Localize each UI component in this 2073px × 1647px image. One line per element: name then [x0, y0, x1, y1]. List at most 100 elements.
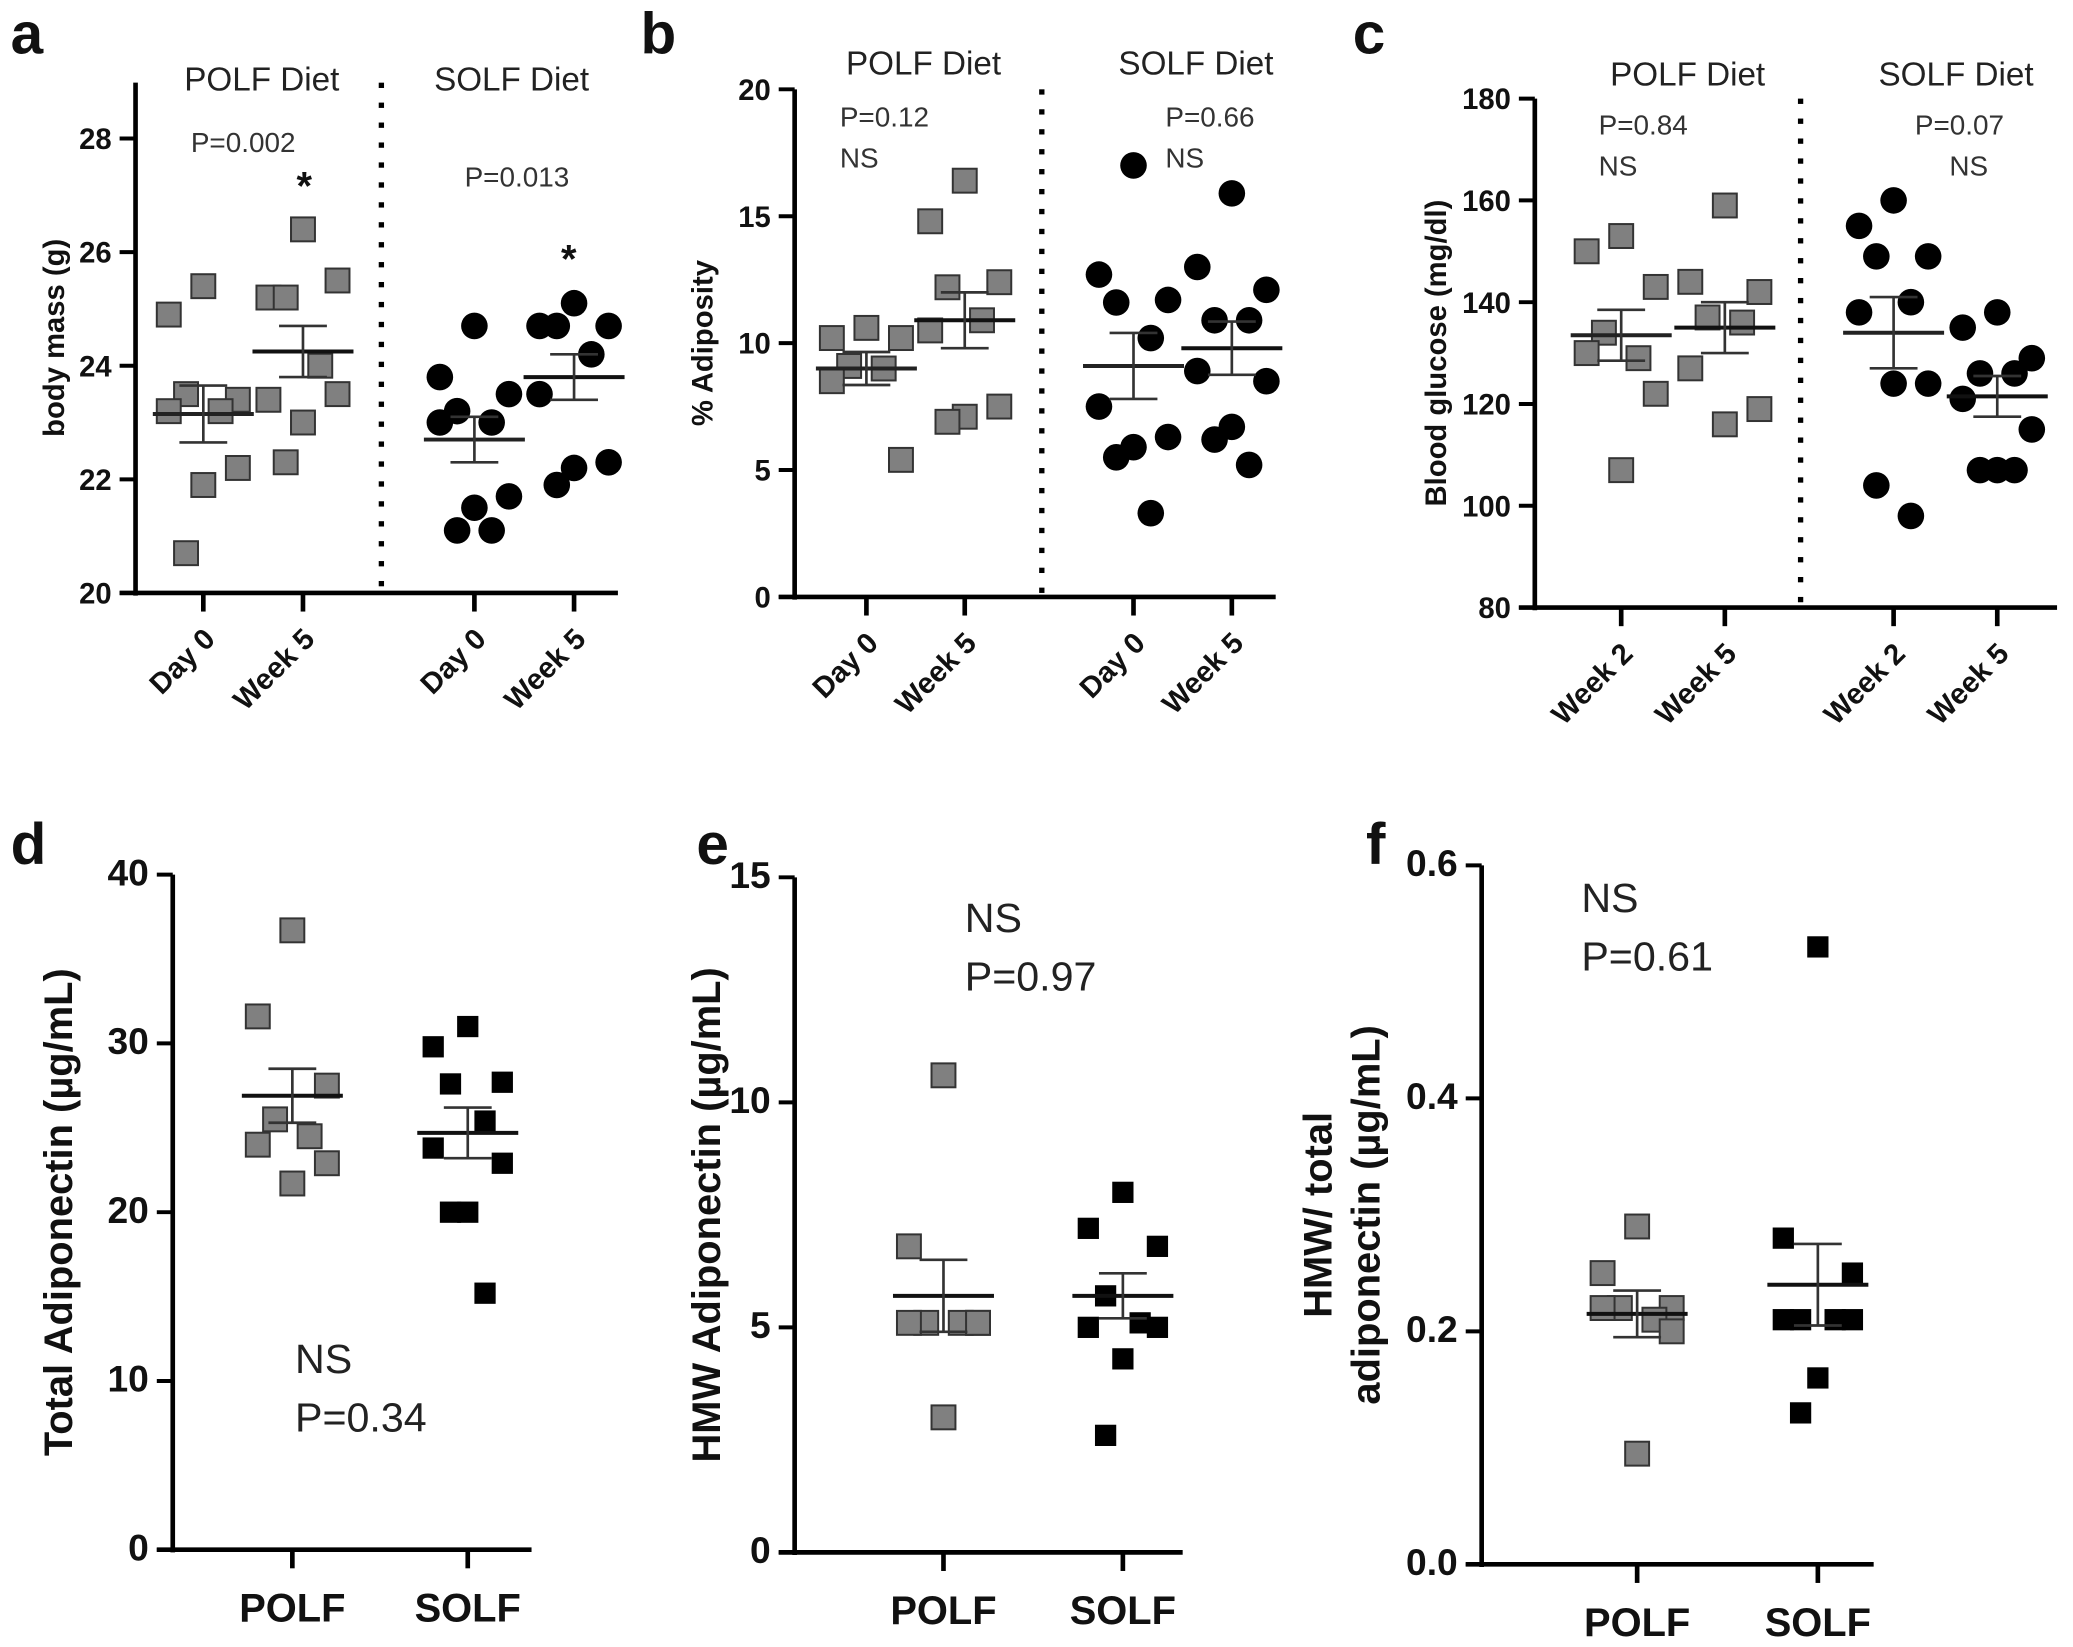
data-point — [1845, 299, 1873, 326]
series-solf-week-5 — [523, 289, 625, 499]
data-point — [1253, 276, 1280, 304]
group-header: POLF Diet — [184, 62, 339, 99]
group-divider-dot — [378, 381, 385, 387]
data-point — [244, 1131, 271, 1158]
data-point — [951, 167, 978, 194]
data-point — [1608, 223, 1635, 249]
data-point — [818, 368, 845, 395]
group-divider-dot — [378, 441, 385, 447]
data-point — [313, 1150, 340, 1177]
data-point — [2018, 344, 2046, 372]
group-divider-dot — [378, 122, 385, 128]
data-point — [461, 312, 488, 340]
group-divider-dot — [1039, 89, 1045, 95]
data-point — [888, 446, 914, 473]
group-divider-dot — [378, 541, 385, 547]
group-divider-dot — [1039, 507, 1045, 514]
y-tick-label: 160 — [1462, 186, 1511, 218]
group-divider-dot — [378, 82, 385, 88]
group-divider-dot — [378, 321, 385, 328]
data-point — [1624, 1440, 1651, 1467]
data-point — [1589, 1260, 1616, 1287]
data-point — [1897, 502, 1925, 530]
group-divider-dot — [1039, 169, 1045, 175]
data-point — [1625, 345, 1652, 372]
y-axis-label: Total Adiponectin (µg/mL) — [37, 968, 81, 1456]
group-divider-dot — [378, 262, 385, 268]
y-tick-label: 5 — [750, 1304, 771, 1346]
panel-f: f 0.0 0.2 0.4 0.6 HMW/ total adiponectin (µg/m… — [1297, 812, 1874, 1645]
panel-a: a 20 22 24 26 28 body mass (g) POLF Diet SOLF Di… — [11, 1, 625, 717]
y-tick-label: 0 — [128, 1526, 149, 1568]
data-point — [1218, 180, 1246, 207]
group-divider-dot — [1797, 258, 1804, 264]
x-tick-label: Week 2 — [1546, 638, 1639, 731]
group-divider-dot — [1039, 448, 1045, 454]
data-point — [1863, 243, 1890, 270]
data-point — [422, 1036, 444, 1058]
panel-letter: f — [1366, 812, 1386, 877]
y-tick-label: 120 — [1462, 390, 1511, 422]
data-point — [272, 284, 299, 311]
group-divider-dot — [1039, 288, 1045, 294]
data-point — [290, 216, 316, 243]
group-divider-dot — [1797, 317, 1804, 324]
data-point — [457, 1015, 479, 1038]
series-polf-day-0 — [152, 273, 254, 567]
group-divider-dot — [378, 281, 385, 288]
y-tick-label: 30 — [107, 1020, 148, 1062]
series-polf-day-0 — [815, 314, 917, 473]
data-point — [1112, 1348, 1134, 1370]
x-tick-label: Day 0 — [144, 623, 222, 701]
data-point — [307, 352, 334, 379]
group-divider-dot — [1039, 527, 1045, 534]
y-tick-label: 15 — [738, 202, 771, 234]
data-point — [173, 540, 199, 567]
data-point — [272, 449, 299, 476]
data-point — [1746, 279, 1773, 305]
x-tick-label: Week 5 — [1157, 627, 1250, 720]
group-divider-dot — [1039, 368, 1045, 374]
series-solf-day-0 — [423, 312, 525, 544]
group-divider-dot — [1797, 337, 1804, 344]
data-point — [443, 517, 471, 544]
annotation: NS — [1599, 151, 1638, 182]
data-point — [457, 1201, 479, 1223]
group-divider-dot — [1797, 596, 1804, 603]
x-tick-label: Week 2 — [1818, 638, 1911, 731]
data-point — [224, 455, 251, 481]
x-tick-label: POLF — [890, 1589, 996, 1633]
group-divider-dot — [1797, 477, 1804, 483]
group-divider-dot — [378, 421, 385, 427]
group-divider-dot — [1797, 218, 1804, 224]
y-tick-label: 20 — [107, 1189, 148, 1231]
data-point — [1841, 1262, 1864, 1284]
data-point — [426, 409, 454, 436]
panel-c: c 80 100 120 140 160 180 Blood glucose (mg/dl) P… — [1353, 1, 2058, 731]
data-point — [279, 1170, 306, 1197]
data-point — [1590, 319, 1617, 346]
data-point — [279, 917, 306, 944]
data-point — [190, 472, 217, 498]
series-polf — [241, 917, 343, 1197]
group-divider-dot — [1039, 428, 1045, 434]
series-solf — [417, 1015, 519, 1304]
y-axis-label: body mass (g) — [39, 239, 71, 437]
group-divider-dot — [1039, 308, 1045, 314]
data-point — [2001, 456, 2028, 484]
annotation: P=0.013 — [465, 161, 570, 192]
x-tick-label: SOLF — [1070, 1589, 1176, 1633]
y-tick-label: 80 — [1478, 593, 1511, 625]
group-divider-dot — [378, 521, 385, 527]
group-header: SOLF Diet — [1879, 56, 2034, 93]
group-divider-dot — [378, 142, 385, 148]
group-divider-dot — [1797, 278, 1804, 284]
series-polf — [892, 1062, 994, 1431]
y-tick-label: 0.2 — [1406, 1308, 1458, 1350]
annotation: P=0.34 — [295, 1394, 427, 1440]
data-point — [474, 1110, 496, 1132]
series-polf-week-5 — [252, 216, 354, 476]
panel-letter: d — [11, 812, 47, 877]
data-point — [1573, 340, 1600, 367]
